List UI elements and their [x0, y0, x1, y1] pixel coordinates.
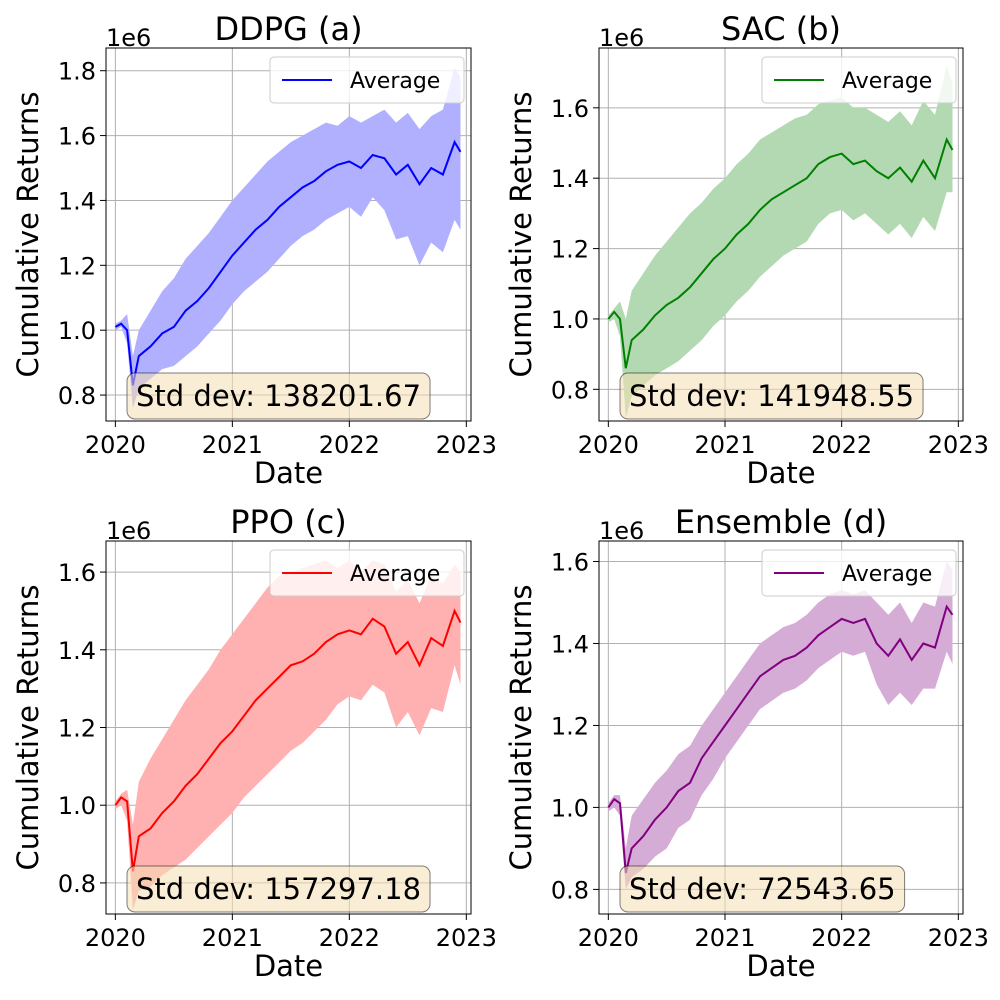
- chart-title: SAC (b): [721, 10, 841, 48]
- y-tick-label: 1.6: [58, 123, 96, 151]
- y-tick-label: 1.8: [58, 58, 96, 86]
- std-band: [608, 561, 953, 890]
- average-line: [114, 139, 462, 386]
- x-axis-label: Date: [746, 949, 815, 983]
- legend-label: Average: [842, 69, 932, 94]
- std-dev-box: [126, 372, 431, 420]
- axes-frame: [598, 47, 964, 422]
- chart-title: DDPG (a): [214, 10, 362, 48]
- subplot-2: 2020 2021 2022 2023 0.8 1.0 1.2 1.4 1.6 1e6 SAC (b…: [504, 10, 989, 490]
- y-scale-label: 1e6: [599, 517, 644, 545]
- average-line: [607, 136, 954, 369]
- y-tick-label: 1.0: [551, 306, 589, 334]
- legend: Average: [761, 549, 957, 597]
- std-band: [115, 67, 461, 408]
- std-dev-text: Std dev: 141948.55: [629, 379, 914, 413]
- std-dev-box: [619, 865, 906, 913]
- legend: Average: [761, 56, 957, 104]
- y-tick-label: 1.4: [58, 187, 96, 215]
- x-tick-label: 2022: [811, 924, 872, 952]
- std-dev-box: [619, 372, 924, 420]
- x-tick-label: 2023: [436, 431, 497, 459]
- subplot-4: 2020 2021 2022 2023 0.8 1.0 1.2 1.4 1.6 1e6 Ensemb…: [504, 503, 989, 983]
- y-tick-label: 1.2: [58, 715, 96, 743]
- y-axis-label: Cumulative Returns: [11, 584, 45, 870]
- x-tick-label: 2022: [319, 924, 380, 952]
- subplot-3: 2020 2021 2022 2023 0.8 1.0 1.2 1.4 1.6 1e6 PPO (c…: [11, 503, 497, 983]
- legend-box: [761, 549, 957, 597]
- x-axis-label: Date: [254, 456, 323, 490]
- y-tick-label: 0.8: [58, 870, 96, 898]
- y-tick-label: 1.0: [551, 794, 589, 822]
- chart-title: PPO (c): [230, 503, 347, 541]
- x-tick-label: 2021: [202, 431, 263, 459]
- legend-box: [761, 56, 957, 104]
- y-tick-label: 1.0: [58, 792, 96, 820]
- y-tick-label: 1.2: [551, 236, 589, 264]
- x-tick-label: 2021: [694, 431, 755, 459]
- std-dev-annotation: Std dev: 157297.18: [126, 865, 431, 913]
- x-tick-label: 2020: [85, 924, 146, 952]
- y-tick-label: 1.4: [58, 637, 96, 665]
- std-dev-text: Std dev: 157297.18: [136, 872, 421, 906]
- y-tick-label: 1.2: [58, 252, 96, 280]
- x-tick-label: 2022: [319, 431, 380, 459]
- y-tick-label: 1.6: [551, 95, 589, 123]
- y-tick-label: 0.8: [58, 382, 96, 410]
- y-axis-label: Cumulative Returns: [504, 584, 538, 870]
- std-dev-text: Std dev: 138201.67: [136, 379, 421, 413]
- y-tick-label: 1.4: [551, 165, 589, 193]
- legend-box: [269, 56, 465, 104]
- average-line: [114, 608, 462, 872]
- legend-label: Average: [350, 562, 440, 587]
- y-axis-label: Cumulative Returns: [504, 91, 538, 377]
- y-scale-label: 1e6: [106, 24, 151, 52]
- legend-label: Average: [350, 69, 440, 94]
- y-scale-label: 1e6: [599, 24, 644, 52]
- x-axis-label: Date: [254, 949, 323, 983]
- x-tick-label: 2020: [578, 924, 639, 952]
- axes-frame: [598, 540, 964, 915]
- std-dev-annotation: Std dev: 72543.65: [619, 865, 906, 913]
- std-dev-annotation: Std dev: 141948.55: [619, 372, 924, 420]
- x-tick-label: 2023: [928, 924, 989, 952]
- y-tick-label: 0.8: [551, 876, 589, 904]
- x-axis-label: Date: [746, 456, 815, 490]
- x-tick-label: 2020: [85, 431, 146, 459]
- y-tick-label: 1.2: [551, 712, 589, 740]
- subplot-1: 2020 2021 2022 2023 0.8 1.0 1.2 1.4 1.6 1.8 1e6 DDP…: [11, 10, 497, 490]
- legend: Average: [269, 549, 465, 597]
- x-tick-label: 2020: [578, 431, 639, 459]
- x-tick-label: 2023: [928, 431, 989, 459]
- std-dev-text: Std dev: 72543.65: [629, 872, 896, 906]
- x-tick-label: 2023: [436, 924, 497, 952]
- std-band: [115, 560, 461, 911]
- x-tick-label: 2022: [811, 431, 872, 459]
- legend-box: [269, 549, 465, 597]
- x-tick-label: 2021: [694, 924, 755, 952]
- chart-title: Ensemble (d): [675, 503, 887, 541]
- std-dev-annotation: Std dev: 138201.67: [126, 372, 431, 420]
- y-tick-label: 1.6: [58, 559, 96, 587]
- legend-label: Average: [842, 562, 932, 587]
- axes-frame: [105, 47, 472, 422]
- std-dev-box: [126, 865, 431, 913]
- y-tick-label: 1.4: [551, 630, 589, 658]
- average-line: [607, 604, 954, 874]
- x-tick-label: 2021: [202, 924, 263, 952]
- y-scale-label: 1e6: [106, 517, 151, 545]
- y-tick-label: 0.8: [551, 376, 589, 404]
- y-tick-label: 1.6: [551, 548, 589, 576]
- y-tick-label: 1.0: [58, 317, 96, 345]
- legend: Average: [269, 56, 465, 104]
- y-axis-label: Cumulative Returns: [11, 91, 45, 377]
- std-band: [608, 65, 953, 418]
